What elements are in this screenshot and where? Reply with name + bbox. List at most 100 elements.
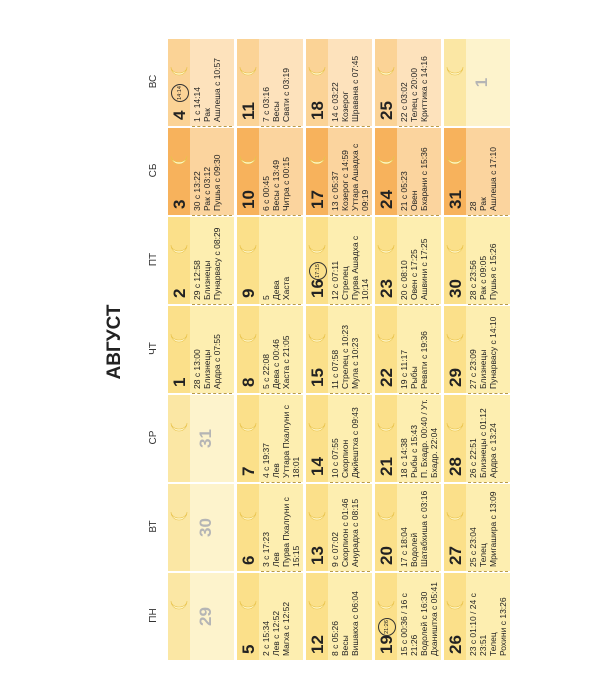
moon-icon — [239, 416, 262, 434]
separator — [261, 304, 301, 305]
day-cell: 31 28 Рак Ашлеша с 17:10 — [444, 128, 510, 215]
day-info: 27 с 23:09 Близнецы Пунарвасу с 14:10 — [468, 308, 498, 389]
day-cell: 26 23 с 01:10 / 24 с 23:51 Телец Рохини с 1… — [444, 573, 510, 660]
info-line: Козерог с 14:59 — [340, 150, 350, 211]
day-number: 12 — [308, 635, 327, 654]
info-line: Рыбы — [409, 366, 419, 389]
weekday-label: ВС — [148, 74, 159, 89]
day-info: 21 с 05:23 Овен Бхарани с 15:36 — [399, 130, 429, 211]
day-cell: 9 5 Дева Хаста — [237, 217, 303, 304]
day-cell: 24 21 с 05:23 Овен Бхарани с 15:36 — [375, 128, 441, 215]
day-info: 23 с 01:10 / 24 с 23:51 Телец Рохини с 13:… — [468, 575, 508, 656]
separator — [399, 126, 439, 127]
separator — [261, 482, 301, 483]
day-cell: 14 10 с 07:55 Скорпион Джйештха с 09:43 — [306, 395, 372, 482]
time-badge: 14:14 — [171, 84, 189, 102]
day-number: 31 — [446, 190, 465, 209]
weekday-label: СБ — [148, 163, 159, 178]
day-info: 10 с 07:55 Скорпион Джйештха с 09:43 — [330, 397, 360, 478]
separator — [192, 304, 232, 305]
info-line: Водолей с 16:30 — [419, 591, 429, 656]
day-cell: 4 14:14 1 с 14:14 Рак Ашлеша с 10:57 — [168, 39, 234, 126]
info-line: 5 с 22:08 — [261, 354, 271, 389]
info-line: 29 с 12:58 — [192, 260, 202, 300]
info-line: Рак с 09:05 — [478, 255, 488, 300]
day-cell: 16 17:15 12 с 07:11 Стрелец Пурва Ашадха с 1… — [306, 217, 372, 304]
day-cell: 13 9 с 07:02 Скорпион с 01:46 Анурадха с 08… — [306, 484, 372, 571]
info-line: Шатабхиша с 03:16 — [419, 490, 429, 567]
info-line: 11 с 07:58 — [330, 349, 340, 389]
day-number: 3 — [170, 199, 189, 209]
info-line: 18 с 14:38 — [399, 438, 409, 478]
info-line: Джйештха с 09:43 — [350, 407, 360, 478]
day-info: 13 с 05:37 Козерог с 14:59 Уттара Ашадха с… — [330, 130, 370, 211]
info-line: 22 с 03:02 — [399, 82, 409, 122]
day-cell: 1 28 с 13:00 Близнецы Ардра с 07:55 — [168, 306, 234, 393]
day-cell: 22 19 с 11:17 Рыбы Ревати с 19:36 — [375, 306, 441, 393]
day-cell: 3 30 с 13:22 Рак с 03:12 Пушья с 09:30 — [168, 128, 234, 215]
day-info: 5 с 22:08 Дева с 00:46 Хаста с 21:05 — [261, 308, 291, 389]
info-line: Ашлеша с 17:10 — [488, 147, 498, 211]
info-line: 14 с 03:22 — [330, 82, 340, 122]
day-info: 3 с 17:23 Лев Пурва Пхалгуни с 15:15 — [261, 486, 301, 567]
day-info: 1 с 14:14 Рак Ашлеша с 10:57 — [192, 41, 222, 122]
info-line: Уттара Ашадха с 09:19 — [350, 143, 370, 211]
info-line: Ашлеша с 10:57 — [212, 58, 222, 122]
day-cell: 29 — [168, 573, 234, 660]
info-line: Пурва Ашадха с 10:14 — [350, 235, 370, 300]
moon-icon — [170, 238, 193, 256]
info-line: 28 с 23:56 — [468, 260, 478, 300]
day-cell: 19 21:26 15 с 00:36 / 16 с 21:26 Водолей с … — [375, 573, 441, 660]
info-line: Скорпион с 01:46 — [340, 498, 350, 567]
info-line: Пушья с 15:26 — [488, 243, 498, 300]
day-number: 24 — [377, 190, 396, 209]
moon-icon — [170, 505, 193, 523]
info-line: Рак с 03:12 — [202, 166, 212, 211]
info-line: 15 с 00:36 / 16 с 21:26 — [399, 593, 419, 656]
day-cell: 30 — [168, 484, 234, 571]
day-info: 26 с 22:51 Близнецы с 01:12 Ардра с 13:24 — [468, 397, 498, 478]
day-number: 19 — [377, 635, 396, 654]
info-line: Козерог — [340, 91, 350, 122]
info-line: Пунарвасу с 14:10 — [488, 316, 498, 389]
day-number: 1 — [472, 77, 491, 88]
info-line: Мригашира с 13:09 — [488, 491, 498, 567]
moon-icon — [239, 149, 262, 167]
day-number: 7 — [239, 466, 258, 476]
info-line: Анурадха с 08:15 — [350, 498, 360, 567]
day-number: 26 — [446, 635, 465, 654]
day-band — [168, 573, 190, 660]
moon-icon — [446, 238, 469, 256]
separator — [192, 126, 232, 127]
moon-icon — [239, 60, 262, 78]
moon-icon — [446, 327, 469, 345]
info-line: Весы — [271, 101, 281, 122]
separator — [261, 571, 301, 572]
info-line: Хаста — [281, 276, 291, 300]
weekday-label: СР — [148, 430, 159, 445]
info-line: Близнецы — [478, 349, 488, 390]
moon-icon — [446, 149, 469, 167]
info-line: Читра с 00:15 — [281, 156, 291, 211]
moon-icon — [377, 149, 400, 167]
moon-icon — [377, 505, 400, 523]
day-cell: 28 26 с 22:51 Близнецы с 01:12 Ардра с 13:2… — [444, 395, 510, 482]
info-line: Рак — [202, 108, 212, 122]
info-line: 12 с 07:11 — [330, 260, 340, 300]
day-number: 20 — [377, 546, 396, 565]
separator — [330, 571, 370, 572]
day-cell: 15 11 с 07:58 Стрелец с 10:23 Мула с 10:23 — [306, 306, 372, 393]
month-title: АВГУСТ — [104, 304, 125, 380]
separator — [399, 304, 439, 305]
info-line: Ревати с 19:36 — [419, 331, 429, 389]
info-line: 9 с 07:02 — [330, 532, 340, 567]
day-cell: 30 28 с 23:56 Рак с 09:05 Пушья с 15:26 — [444, 217, 510, 304]
moon-icon — [308, 594, 331, 612]
info-line: Шравана с 07:45 — [350, 55, 360, 122]
day-number: 15 — [308, 368, 327, 387]
weekday-label: ЧТ — [148, 342, 159, 355]
separator — [330, 393, 370, 394]
